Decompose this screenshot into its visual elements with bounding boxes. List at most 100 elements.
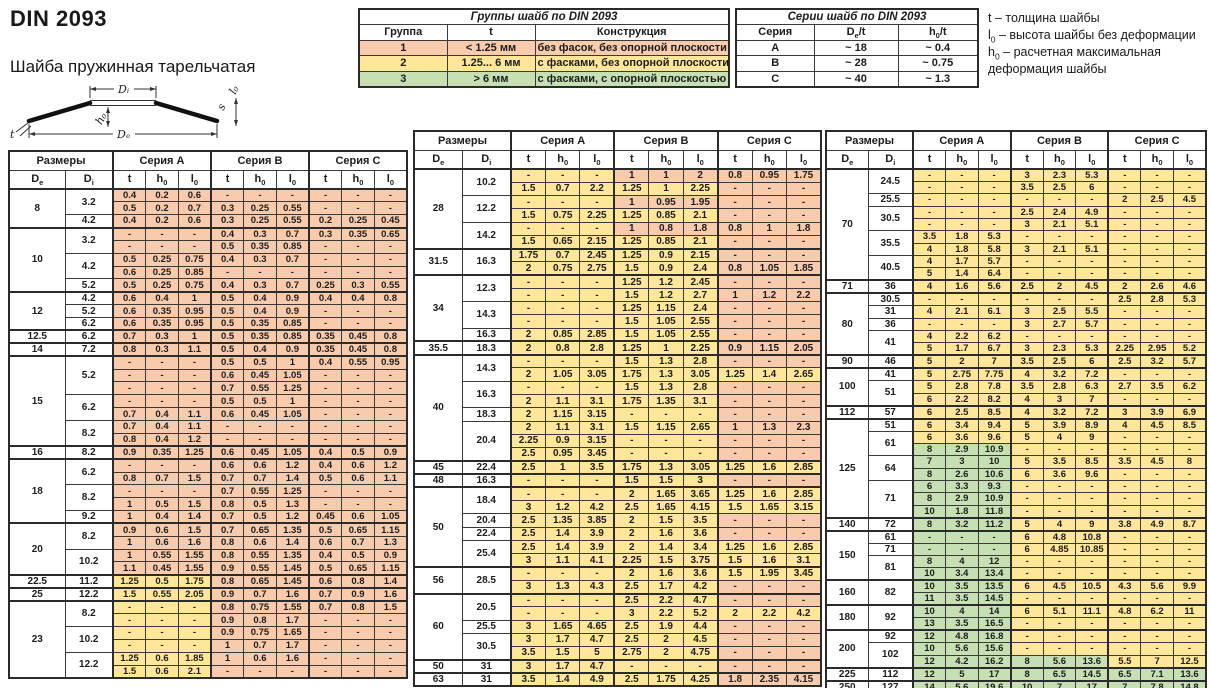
value-cell: - (786, 274, 822, 289)
col-header: l0 (977, 149, 1012, 170)
value-cell: 0.7 (112, 420, 147, 434)
value-cell: 1.6 (751, 486, 788, 502)
value-cell: - (751, 658, 788, 674)
value-cell: 6 (1009, 529, 1044, 544)
column-header: Конструкция (534, 24, 730, 41)
value-cell: - (1107, 467, 1142, 481)
di-cell: 6.2 (64, 329, 114, 344)
value-cell: 3.5 (1009, 354, 1044, 369)
value-cell: 0.8 (209, 548, 245, 563)
col-header: t (307, 169, 343, 190)
value-cell: - (145, 226, 179, 241)
value-cell: - (1042, 479, 1077, 494)
col-header: h0 (145, 169, 179, 190)
di-cell: 51 (867, 380, 914, 407)
di-cell: 31 (867, 305, 914, 319)
value-cell: - (1107, 168, 1142, 182)
value-cell: 0.5 (209, 329, 245, 344)
di-cell: 14.2 (461, 221, 512, 250)
value-cell: 2.8 (579, 340, 615, 356)
value-cell: 0.8 (341, 599, 375, 615)
value-cell: - (145, 599, 179, 615)
value-cell: 5 (1009, 430, 1044, 444)
di-cell: 20.5 (461, 592, 512, 621)
value-cell: 3.9 (579, 526, 615, 541)
value-cell: 9.9 (1172, 579, 1207, 594)
value-cell: - (510, 486, 546, 502)
value-cell: 4.2 (682, 579, 719, 595)
value-cell: 1.25 (275, 484, 310, 499)
value-cell: 4.5 (682, 632, 719, 648)
value-cell: - (579, 167, 615, 183)
value-cell: 3 (510, 658, 546, 674)
value-cell: 1.5 (716, 553, 753, 568)
de-cell: 70 (825, 167, 869, 281)
value-cell: 7.8 (977, 380, 1012, 394)
value-cell: 2.6 (945, 467, 979, 481)
value-cell: 0.8 (209, 599, 245, 615)
value-cell: - (1172, 479, 1207, 494)
value-cell: - (786, 353, 822, 369)
value-cell: 0.85 (544, 327, 581, 342)
value-cell: - (112, 613, 147, 627)
value-cell: 1.2 (648, 274, 684, 289)
value-cell: 4.5 (1075, 279, 1109, 294)
di-cell: 31 (461, 658, 512, 674)
value-cell: - (716, 447, 753, 462)
value-cell: 0.5 (243, 497, 277, 512)
value-cell: 12.5 (1172, 654, 1207, 669)
col-header: h0 (751, 149, 788, 170)
value-cell: - (716, 274, 753, 289)
value-cell: 1.7 (544, 632, 581, 648)
col-header: t (1009, 149, 1044, 170)
value-cell: 1.1 (177, 342, 212, 357)
value-cell: - (1140, 529, 1174, 544)
di-cell: 12.2 (461, 195, 512, 223)
value-cell: 0.6 (243, 458, 277, 473)
value-cell: - (1042, 292, 1077, 307)
value-cell: 4 (912, 305, 947, 319)
value-cell: 2.2 (945, 329, 979, 344)
value-cell: - (977, 193, 1012, 207)
value-cell: 0.4 (145, 407, 179, 421)
value-cell: - (1140, 205, 1174, 219)
value-cell: 0.6 (209, 458, 245, 473)
value-cell: 5.3 (977, 230, 1012, 244)
value-cell: 0.4 (341, 290, 375, 306)
value-cell: - (1107, 180, 1142, 195)
value-cell: - (510, 301, 546, 316)
value-cell: 10 (912, 504, 947, 519)
di-cell: 40.5 (867, 254, 914, 281)
value-cell: - (977, 317, 1012, 331)
value-cell: 1.4 (373, 573, 408, 589)
value-cell: 3 (510, 632, 546, 648)
value-cell: 1.5 (544, 646, 581, 661)
value-cell: 2.5 (510, 447, 546, 462)
value-cell: - (1140, 442, 1174, 457)
value-cell: - (112, 599, 147, 615)
value-cell: 2.5 (1009, 279, 1044, 294)
col-header-de: De (825, 149, 869, 170)
value-cell: - (786, 513, 822, 528)
di-cell: 51 (867, 417, 914, 432)
value-cell: 3.2 (1042, 404, 1077, 420)
value-cell: 2.3 (786, 420, 822, 435)
value-cell: 14 (977, 604, 1012, 619)
de-cell: 18 (8, 458, 66, 524)
value-cell: 0.4 (209, 252, 245, 267)
de-cell: 63 (413, 672, 463, 687)
value-cell: - (1140, 317, 1174, 331)
value-cell: - (510, 314, 546, 329)
value-cell: 2.5 (613, 579, 650, 595)
value-cell: - (1009, 592, 1044, 606)
value-cell: 1.7 (275, 613, 310, 627)
value-cell: 3.5 (1009, 180, 1044, 195)
value-cell: 0.45 (307, 510, 343, 524)
value-cell: - (716, 407, 753, 422)
value-cell: 0.85 (275, 329, 310, 344)
cell: < 1.25 мм (446, 39, 536, 56)
value-cell: 0.25 (243, 214, 277, 229)
value-cell: 1.4 (544, 539, 581, 555)
value-cell: 10.85 (1075, 542, 1109, 556)
value-cell: - (579, 195, 615, 210)
